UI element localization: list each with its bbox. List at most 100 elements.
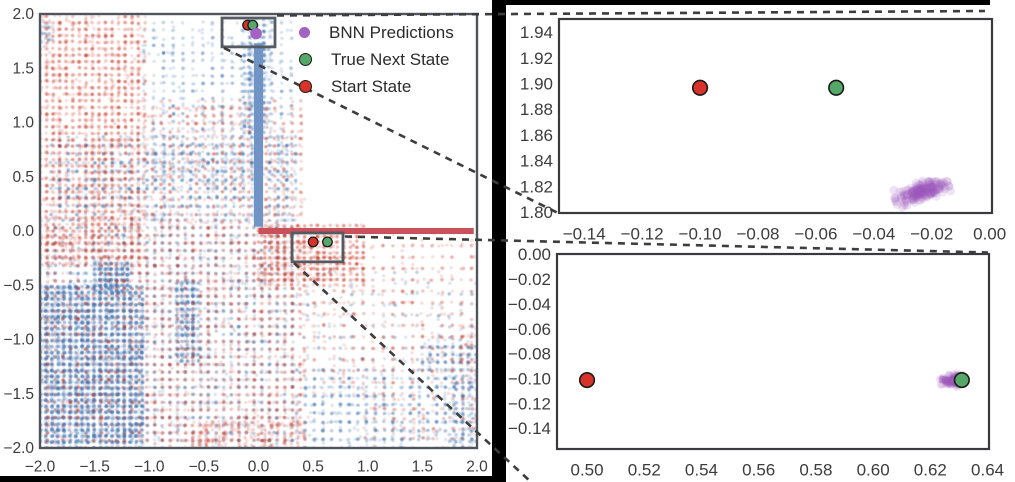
y-tick-label: −0.04 (508, 295, 551, 314)
bnn-sample-point (916, 184, 926, 194)
y-tick-label: −0.12 (508, 394, 551, 413)
bnn-sample-point (934, 179, 944, 189)
legend: BNN Predictions True Next State Start St… (299, 19, 454, 100)
bnn-sample-point (920, 190, 930, 200)
bnn-sample-point (914, 188, 924, 198)
bnn-sample-point (946, 376, 955, 385)
bnn-sample-point (947, 377, 956, 386)
bnn-sample-point (944, 379, 953, 388)
bnn-sample-point (916, 181, 926, 191)
bnn-sample-point (910, 189, 920, 199)
bnn-sample-point (910, 186, 920, 196)
bnn-sample-point (926, 189, 936, 199)
x-tick-label: 0.62 (914, 460, 947, 479)
bnn-sample-point (916, 186, 926, 196)
x-tick-label: −1.5 (79, 459, 110, 476)
bnn-sample-point (909, 185, 919, 195)
y-tick-label: 1.86 (520, 126, 553, 145)
bnn-sample-point (946, 377, 955, 386)
bnn-sample-point (928, 182, 938, 192)
bnn-sample-point (907, 189, 917, 199)
y-tick-label: 0.0 (12, 223, 34, 240)
bnn-sample-point (943, 377, 952, 386)
bnn-sample-point (943, 377, 952, 386)
bnn-sample-point (946, 378, 955, 387)
bnn-sample-point (934, 183, 944, 193)
bnn-sample-point (914, 187, 924, 197)
bnn-sample-point (946, 374, 955, 383)
bnn-sample-point (926, 187, 936, 197)
bnn-sample-point (909, 197, 919, 207)
bnn-sample-point (916, 185, 926, 195)
y-tick-label: −1.0 (3, 332, 34, 349)
bnn-sample-point (912, 187, 922, 197)
bnn-sample-point (907, 187, 917, 197)
bnn-sample-point (945, 378, 954, 387)
legend-label: Start State (331, 76, 412, 96)
bnn-sample-point (928, 182, 938, 192)
zoom-connector-line-2 (223, 46, 559, 215)
bnn-sample-point (921, 190, 931, 200)
bnn-sample-point (912, 187, 922, 197)
bnn-sample-point (914, 188, 924, 198)
x-tick-label: −0.08 (736, 224, 779, 243)
bnn-sample-point (931, 191, 941, 201)
x-tick-label: 2.0 (466, 459, 488, 476)
bnn-sample-point (936, 180, 946, 190)
bnn-sample-point (927, 177, 937, 187)
bnn-sample-point (938, 179, 948, 189)
bnn-sample-point (903, 185, 913, 195)
bnn-sample-point (941, 377, 950, 386)
bnn-sample-point (926, 189, 936, 199)
bnn-sample-point (938, 380, 947, 389)
bnn-sample-point (920, 182, 930, 192)
bnn-predictions-marker (250, 27, 262, 40)
bnn-sample-point (916, 192, 926, 202)
y-tick-label: −0.5 (3, 277, 34, 294)
bnn-sample-point (901, 195, 911, 205)
x-tick-label: −0.02 (910, 224, 953, 243)
bnn-sample-point (909, 191, 919, 201)
bnn-sample-point (900, 190, 910, 200)
bnn-sample-point (939, 373, 948, 382)
bnn-sample-point (914, 190, 924, 200)
bnn-sample-point (908, 193, 918, 203)
bnn-sample-point (891, 197, 901, 207)
bnn-sample-point (912, 183, 922, 193)
bnn-sample-point (943, 378, 952, 387)
bnn-sample-point (936, 375, 945, 384)
bnn-sample-point (902, 197, 912, 207)
bnn-sample-point (919, 185, 929, 195)
bnn-sample-point (941, 375, 950, 384)
bnn-sample-point (927, 183, 937, 193)
bnn-sample-point (915, 185, 925, 195)
bnn-sample-point (944, 181, 954, 191)
y-tick-label: −1.5 (3, 386, 34, 403)
x-tick-label: −0.5 (189, 459, 220, 476)
bnn-sample-point (934, 184, 944, 194)
bnn-sample-point (916, 189, 926, 199)
bnn-sample-point (923, 191, 933, 201)
bnn-sample-point (912, 193, 922, 203)
bnn-sample-point (927, 184, 937, 194)
bnn-sample-point (944, 181, 954, 191)
bnn-sample-point (909, 186, 919, 196)
x-tick-label: 0.64 (971, 460, 1004, 479)
bnn-sample-point (926, 179, 936, 189)
bnn-sample-point (908, 195, 918, 205)
bnn-sample-point (930, 177, 940, 187)
main-state-space-border (38, 12, 479, 450)
zoom-box-1 (220, 16, 277, 49)
y-tick-label: 1.0 (12, 115, 34, 132)
legend-item-start-state: Start State (299, 73, 454, 100)
bnn-sample-point (947, 375, 956, 384)
bnn-sample-point (912, 185, 922, 195)
bnn-sample-point (931, 179, 941, 189)
bnn-sample-point (906, 183, 916, 193)
zoom-connector-line-4 (293, 262, 532, 482)
y-tick-label: 1.92 (520, 49, 553, 68)
inset-top-border (557, 17, 994, 215)
bnn-sample-point (929, 188, 939, 198)
bnn-sample-point (926, 183, 936, 193)
